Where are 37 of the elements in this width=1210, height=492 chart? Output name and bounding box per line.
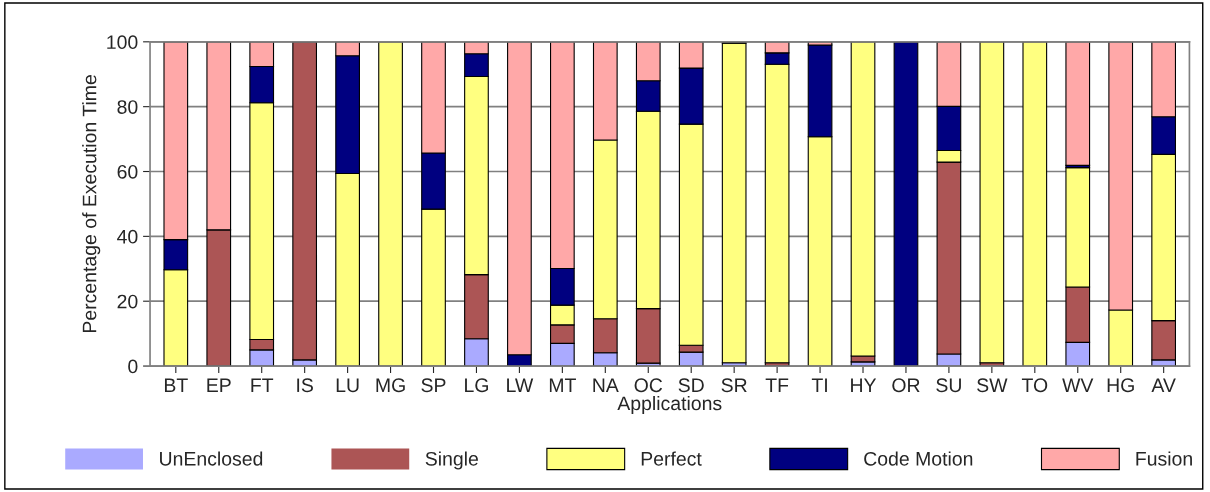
x-tick-label: BT	[164, 378, 188, 392]
x-tick-label: AV	[1151, 378, 1176, 392]
x-tick-label: MG	[376, 378, 405, 393]
x-tick-label: HG	[1107, 378, 1134, 393]
x-tick-label: OR	[892, 378, 920, 393]
x-tick-label: SU	[936, 378, 961, 393]
x-tick-label: WV	[1062, 378, 1094, 392]
x-tick-label: SW	[977, 378, 1008, 393]
x-tick-label: SP	[421, 378, 446, 393]
y-tick-label: 100	[107, 35, 138, 50]
y-tick-label: 0	[128, 359, 138, 374]
x-tick-label: FT	[251, 378, 274, 392]
x-axis-title: Applications	[617, 395, 722, 415]
x-tick-label: OC	[634, 378, 663, 393]
legend-label: Code Motion	[864, 451, 973, 466]
x-tick-label: IS	[297, 378, 313, 393]
x-tick-label: LG	[465, 378, 488, 393]
legend-label: Fusion	[1136, 451, 1192, 466]
y-axis-title: Percentage of Execution Time	[82, 75, 101, 333]
y-tick-label: 60	[117, 164, 138, 179]
x-tick-label: TO	[1021, 378, 1048, 393]
x-tick-label: LU	[336, 378, 359, 393]
x-tick-label: SR	[721, 378, 747, 393]
x-tick-label: EP	[207, 378, 231, 392]
x-tick-label: TF	[765, 378, 789, 392]
y-tick-label: 80	[117, 100, 138, 114]
x-tick-label: MT	[549, 378, 576, 392]
x-tick-label: NA	[593, 378, 619, 392]
x-tick-label: TI	[811, 378, 827, 392]
y-tick-label: 20	[117, 294, 138, 309]
legend-label: Single	[425, 451, 478, 470]
y-tick-label: 40	[117, 229, 138, 244]
x-tick-label: LW	[507, 378, 534, 392]
x-tick-label: SD	[678, 378, 704, 393]
x-tick-label: HY	[851, 378, 877, 392]
legend-label: Perfect	[641, 451, 702, 466]
legend-label: UnEnclosed	[160, 451, 263, 466]
